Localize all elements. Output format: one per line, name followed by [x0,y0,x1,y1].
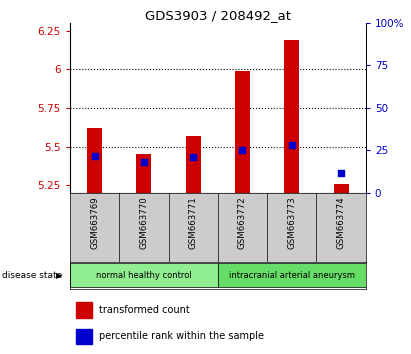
Bar [87,128,102,193]
Text: GSM663771: GSM663771 [189,196,198,249]
Point [338,170,344,175]
Text: GSM663773: GSM663773 [287,196,296,249]
Bar [186,136,201,193]
Point [289,143,295,148]
Text: transformed count: transformed count [99,305,190,315]
Point [190,154,196,160]
Point [91,153,98,158]
Bar [136,154,151,193]
Text: percentile rank within the sample: percentile rank within the sample [99,331,264,341]
Bar [235,71,250,193]
Text: normal healthy control: normal healthy control [96,271,192,280]
Bar [76,302,92,318]
Text: GSM663772: GSM663772 [238,196,247,249]
Text: GSM663774: GSM663774 [337,196,346,249]
Bar [76,329,92,344]
Bar [334,184,349,193]
Bar [218,263,366,287]
Title: GDS3903 / 208492_at: GDS3903 / 208492_at [145,9,291,22]
Point [141,160,147,165]
Bar [70,263,218,287]
Text: disease state: disease state [2,271,62,280]
Point [239,148,246,153]
Text: GSM663770: GSM663770 [139,196,148,249]
Bar [284,40,299,193]
Text: ▶: ▶ [55,271,62,280]
Text: GSM663769: GSM663769 [90,196,99,249]
Text: intracranial arterial aneurysm: intracranial arterial aneurysm [229,271,355,280]
